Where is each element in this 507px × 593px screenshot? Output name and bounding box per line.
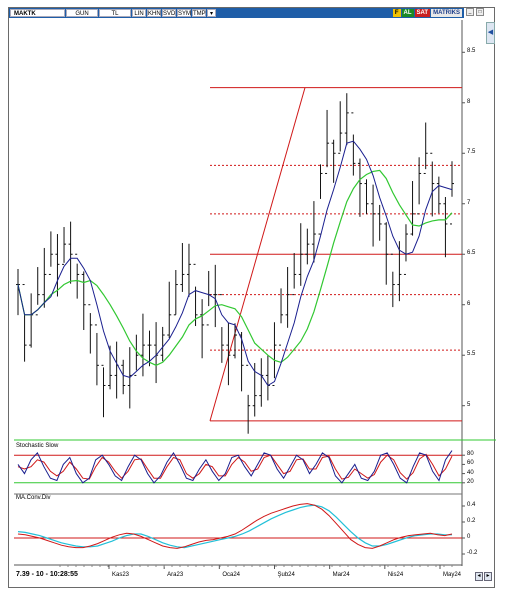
- time-tick-label: Şub24: [277, 572, 295, 578]
- price-tick-label: 8.5: [467, 48, 476, 55]
- cursor-readout: 7.39 - 10 - 10:28:55: [16, 571, 78, 578]
- time-tick-label: Nis24: [387, 572, 404, 578]
- stochastic-tick-label: 40: [467, 469, 474, 476]
- symbol-selector[interactable]: MAKTK: [10, 9, 65, 17]
- linear-scale-button[interactable]: LIN: [132, 9, 146, 17]
- price-tick-label: 8: [467, 98, 471, 105]
- macd-tick-label: -0.2: [467, 550, 478, 556]
- macd-line: [17, 503, 453, 549]
- buy-button[interactable]: AL: [401, 9, 414, 17]
- window-controls: _ □: [466, 8, 494, 20]
- price-tick-label: 7.5: [467, 149, 476, 156]
- price-tick-label: 5: [467, 401, 471, 408]
- period-selector[interactable]: GUN: [66, 9, 98, 17]
- stochastic-d-line: [17, 453, 453, 480]
- svd-button[interactable]: SVD: [162, 9, 176, 17]
- trend-line: [209, 87, 306, 421]
- chart-toolbar: MAKTK GUN TL LIN KHN SVD SYM TMP ▾ F AL …: [9, 8, 464, 18]
- time-tick-label: Kas23: [112, 572, 130, 578]
- side-panel-toggle-icon[interactable]: ◀: [486, 22, 495, 44]
- price-tick-label: 6: [467, 300, 471, 307]
- sell-button[interactable]: SAT: [414, 9, 431, 17]
- stochastic-tick-label: 80: [467, 451, 474, 458]
- currency-selector[interactable]: TL: [99, 9, 131, 17]
- sym-button[interactable]: SYM: [177, 9, 192, 17]
- price-tick-label: 6.5: [467, 250, 476, 257]
- matriks-logo: MATRIKS: [431, 9, 462, 17]
- stochastic-tick-label: 20: [467, 478, 474, 485]
- price-tick-label: 7: [467, 199, 471, 206]
- moving-average-fast-line: [17, 140, 453, 387]
- price-tick-label: 5.5: [467, 351, 476, 358]
- macd-tick-label: 0.4: [467, 502, 476, 508]
- maximize-icon[interactable]: □: [476, 8, 484, 16]
- chevron-down-icon[interactable]: ▾: [207, 9, 216, 17]
- stochastic-tick-label: 60: [467, 460, 474, 467]
- minimize-icon[interactable]: _: [466, 8, 474, 16]
- time-tick-label: Ara23: [167, 572, 184, 578]
- time-tick-label: May24: [443, 572, 462, 578]
- trade-buttons: F AL SAT MATRIKS: [392, 9, 462, 17]
- stochastic-title: Stochastic Slow: [16, 443, 59, 449]
- khn-button[interactable]: KHN: [147, 9, 161, 17]
- flag-button[interactable]: F: [392, 9, 401, 17]
- template-button[interactable]: TMP: [192, 9, 206, 17]
- time-tick-label: Oca24: [222, 572, 241, 578]
- macd-tick-label: 0.2: [467, 518, 476, 524]
- scroll-controls: ◂ ▸: [474, 572, 492, 581]
- scroll-right-icon[interactable]: ▸: [484, 572, 492, 581]
- stochastic-k-line: [17, 450, 453, 484]
- macd-title: MA.Conv.Div: [16, 495, 51, 501]
- plot-area: [14, 20, 462, 564]
- scroll-left-icon[interactable]: ◂: [475, 572, 483, 581]
- time-tick-label: Mar24: [332, 572, 350, 578]
- macd-tick-label: 0: [467, 534, 471, 540]
